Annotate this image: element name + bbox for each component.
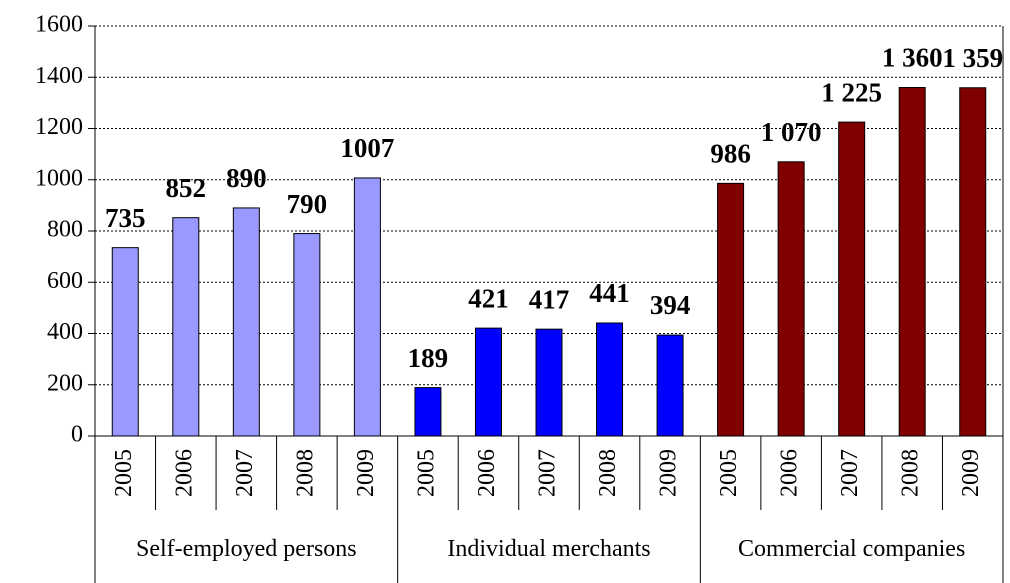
value-label: 986 xyxy=(710,139,751,169)
x-tick-label: 2007 xyxy=(837,449,863,497)
x-tick-label: 2006 xyxy=(777,449,803,497)
y-tick-label: 400 xyxy=(47,319,83,345)
x-tick-label: 2006 xyxy=(171,449,197,497)
group-label: Self-employed persons xyxy=(136,536,357,562)
bar xyxy=(656,334,684,437)
y-tick-label: 0 xyxy=(71,422,83,448)
bar xyxy=(414,387,442,437)
value-label: 852 xyxy=(166,173,207,203)
bar xyxy=(959,87,987,437)
bar xyxy=(172,217,200,437)
x-tick-label: 2009 xyxy=(958,449,984,497)
x-tick-label: 2007 xyxy=(232,449,258,497)
value-label: 1 360 xyxy=(882,43,943,73)
value-label: 890 xyxy=(226,163,267,193)
x-tick-label: 2009 xyxy=(353,449,379,497)
y-tick-label: 200 xyxy=(47,370,83,396)
value-label: 790 xyxy=(287,189,328,219)
bar xyxy=(838,121,866,437)
bar xyxy=(596,322,624,437)
x-tick-label: 2008 xyxy=(898,449,924,497)
value-label: 417 xyxy=(529,284,570,314)
bar xyxy=(111,247,139,437)
bar xyxy=(898,87,926,437)
y-tick-label: 1400 xyxy=(35,63,83,89)
bar xyxy=(535,328,563,437)
y-tick-label: 800 xyxy=(47,217,83,243)
x-tick-label: 2008 xyxy=(292,449,318,497)
bar xyxy=(232,207,260,437)
x-tick-label: 2006 xyxy=(474,449,500,497)
value-label: 1007 xyxy=(340,133,394,163)
bar xyxy=(293,233,321,437)
y-tick-label: 1600 xyxy=(35,12,83,38)
bar xyxy=(777,161,805,437)
value-label: 1 359 xyxy=(942,43,1003,73)
group-label: Commercial companies xyxy=(738,536,965,562)
bar xyxy=(353,177,381,437)
value-label: 1 070 xyxy=(761,117,822,147)
value-label: 421 xyxy=(468,283,509,313)
x-tick-label: 2009 xyxy=(656,449,682,497)
y-tick-label: 1000 xyxy=(35,165,83,191)
bar xyxy=(717,182,745,437)
y-tick-label: 600 xyxy=(47,268,83,294)
x-tick-label: 2005 xyxy=(111,449,137,497)
value-label: 394 xyxy=(650,290,691,320)
value-label: 1 225 xyxy=(821,77,882,107)
value-label: 735 xyxy=(105,203,146,233)
x-tick-label: 2005 xyxy=(716,449,742,497)
y-tick-label: 1200 xyxy=(35,114,83,140)
x-tick-label: 2008 xyxy=(595,449,621,497)
x-tick-label: 2007 xyxy=(535,449,561,497)
x-tick-label: 2005 xyxy=(413,449,439,497)
value-label: 189 xyxy=(408,343,449,373)
value-label: 441 xyxy=(589,278,630,308)
bar xyxy=(474,327,502,437)
group-label: Individual merchants xyxy=(447,536,650,562)
